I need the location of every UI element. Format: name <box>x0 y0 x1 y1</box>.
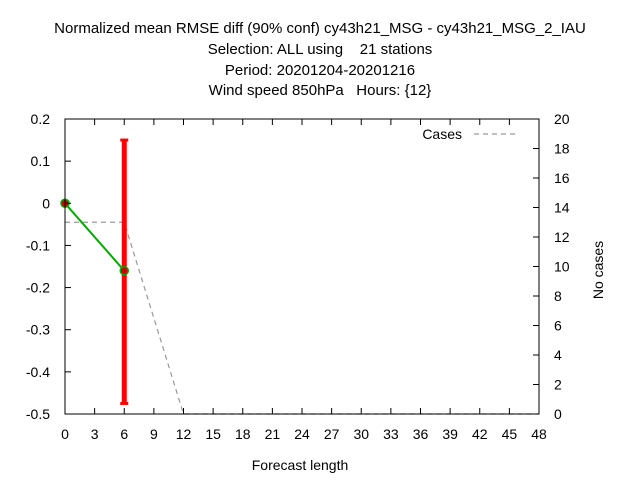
y2-axis-label: No cases <box>590 241 606 299</box>
x-tick-label: 30 <box>353 426 369 442</box>
chart-title-line-2: Selection: ALL using 21 stations <box>207 41 433 58</box>
x-tick-label: 0 <box>61 426 69 442</box>
x-tick-label: 21 <box>265 426 281 442</box>
y2-tick-label: 16 <box>554 170 570 186</box>
plot-frame <box>64 118 540 415</box>
y2-tick-label: 18 <box>554 141 570 157</box>
y-tick-label: -0.3 <box>26 322 50 338</box>
x-axis-label: Forecast length <box>252 457 349 473</box>
x-tick-label: 39 <box>442 426 458 442</box>
y2-tick-label: 8 <box>554 288 562 304</box>
chart-title-line-4: Wind speed 850hPa Hours: {12} <box>208 82 432 99</box>
y2-tick-label: 2 <box>554 377 562 393</box>
y-tick-label: -0.1 <box>26 237 50 253</box>
y2-tick-label: 10 <box>554 259 570 275</box>
x-tick-label: 36 <box>413 426 429 442</box>
y-tick-label: 0.2 <box>31 111 51 127</box>
x-tick-label: 24 <box>294 426 310 442</box>
x-tick-label: 6 <box>120 426 128 442</box>
y-tick-label: 0 <box>42 195 50 211</box>
x-tick-label: 48 <box>531 426 547 442</box>
y2-tick-label: 14 <box>554 200 570 216</box>
y-tick-label: -0.5 <box>26 406 50 422</box>
y-tick-label: -0.2 <box>26 280 50 296</box>
x-tick-label: 45 <box>502 426 518 442</box>
x-tick-label: 18 <box>235 426 251 442</box>
legend-label: Cases <box>422 126 462 142</box>
y2-tick-label: 6 <box>554 318 562 334</box>
rmse-diff-line <box>64 202 126 272</box>
y2-tick-label: 12 <box>554 229 570 245</box>
x-tick-label: 27 <box>324 426 340 442</box>
cases-series-line <box>65 221 539 415</box>
y2-tick-label: 0 <box>554 406 562 422</box>
x-tick-label: 3 <box>91 426 99 442</box>
x-tick-label: 42 <box>472 426 488 442</box>
x-tick-label: 12 <box>176 426 192 442</box>
y2-tick-label: 20 <box>554 111 570 127</box>
x-tick-label: 15 <box>205 426 221 442</box>
rmse-diff-point <box>119 265 129 276</box>
y-tick-label: 0.1 <box>31 153 51 169</box>
chart-title-line-1: Normalized mean RMSE diff (90% conf) cy4… <box>54 20 586 37</box>
x-tick-label: 9 <box>150 426 158 442</box>
chart-title-line-3: Period: 20201204-20201216 <box>224 62 416 79</box>
y2-tick-label: 4 <box>554 347 562 363</box>
y-tick-label: -0.4 <box>26 364 50 380</box>
x-tick-label: 33 <box>383 426 399 442</box>
